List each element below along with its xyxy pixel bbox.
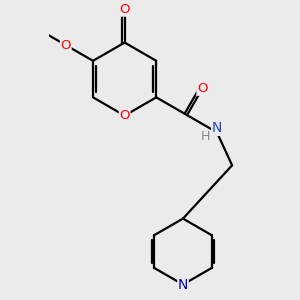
Text: O: O (197, 82, 208, 95)
Text: O: O (119, 3, 130, 16)
Text: N: N (212, 121, 222, 135)
Text: H: H (201, 130, 210, 143)
Text: O: O (61, 39, 71, 52)
Text: O: O (119, 109, 130, 122)
Text: N: N (178, 278, 188, 292)
